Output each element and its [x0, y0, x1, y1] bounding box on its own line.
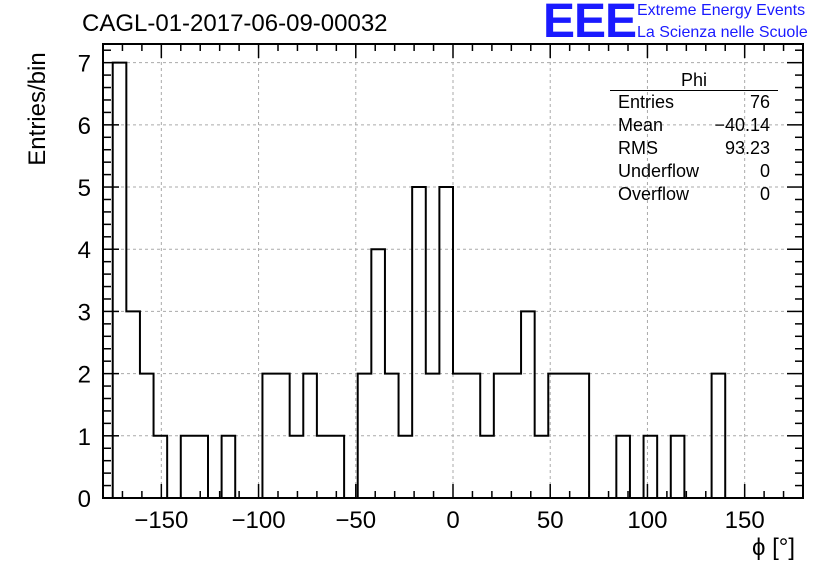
- stats-row-overflow: Overflow 0: [610, 183, 778, 206]
- histogram-bin: [276, 374, 290, 498]
- histogram-bin: [194, 436, 208, 498]
- histogram-bin: [140, 374, 154, 498]
- logo-tagline-1: Extreme Energy Events: [637, 2, 806, 19]
- histogram-bin: [399, 436, 413, 498]
- stats-row-underflow: Underflow 0: [610, 160, 778, 183]
- y-tick-label: 5: [78, 175, 91, 202]
- y-tick-label: 2: [78, 362, 91, 389]
- stats-label: Entries: [618, 92, 675, 112]
- histogram-bin: [113, 63, 127, 498]
- x-tick-label: 150: [725, 507, 765, 534]
- stats-label: Overflow: [618, 184, 690, 204]
- histogram-bin: [439, 187, 453, 498]
- histogram-bin: [494, 374, 508, 498]
- chart-title: CAGL-01-2017-06-09-00032: [82, 10, 388, 37]
- histogram-bin: [290, 436, 304, 498]
- histogram-bin: [303, 374, 317, 498]
- y-tick-label: 1: [78, 424, 91, 451]
- x-tick-label: 100: [627, 507, 667, 534]
- y-tick-label: 3: [78, 299, 91, 326]
- histogram-bin: [507, 374, 521, 498]
- histogram-bin: [480, 436, 494, 498]
- stats-box: Phi Entries 76 Mean −40.14 RMS 93.23 Und…: [610, 70, 778, 206]
- histogram-bin: [126, 311, 140, 498]
- histogram-bin: [535, 436, 549, 498]
- histogram-bin: [317, 436, 331, 498]
- histogram-bin: [426, 374, 440, 498]
- stats-value: −40.14: [714, 115, 770, 135]
- histogram-bin: [521, 311, 535, 498]
- histogram-bin: [262, 374, 276, 498]
- histogram-bin: [181, 436, 195, 498]
- histogram-bin: [358, 374, 372, 498]
- stats-label: Mean: [618, 115, 664, 135]
- x-tick-label: 0: [446, 507, 459, 534]
- stats-value: 93.23: [724, 138, 770, 158]
- histogram-bin: [412, 187, 426, 498]
- histogram-bin: [154, 436, 168, 498]
- histogram-bin: [548, 374, 562, 498]
- y-tick-label: 0: [78, 486, 91, 513]
- histogram-bin: [671, 436, 685, 498]
- histogram-bin: [562, 374, 576, 498]
- histogram-bin: [712, 374, 726, 498]
- histogram-outline: [111, 61, 727, 499]
- stats-value: 0: [759, 184, 770, 204]
- x-tick-label: −150: [134, 507, 188, 534]
- logo-tagline-2: La Scienza nelle Scuole: [637, 24, 808, 41]
- histogram-bin: [644, 436, 658, 498]
- stats-row-entries: Entries 76: [610, 91, 778, 114]
- x-tick-label: 50: [537, 507, 564, 534]
- y-tick-label: 6: [78, 113, 91, 140]
- histogram-bin: [616, 436, 630, 498]
- histogram-bin: [331, 436, 345, 498]
- stats-row-mean: Mean −40.14: [610, 114, 778, 137]
- histogram-bin: [576, 374, 590, 498]
- y-tick-label: 4: [78, 237, 91, 264]
- stats-row-rms: RMS 93.23: [610, 137, 778, 160]
- histogram-bin: [385, 374, 399, 498]
- stats-label: RMS: [618, 138, 658, 158]
- y-axis-label: Entries/bin: [24, 52, 51, 166]
- histogram-bin: [453, 374, 467, 498]
- histogram-bin: [371, 249, 385, 498]
- stats-label: Underflow: [618, 161, 700, 181]
- x-tick-label: −100: [232, 507, 286, 534]
- stats-title: Phi: [610, 70, 778, 91]
- x-axis-label: ϕ [°]: [752, 534, 796, 561]
- stats-value: 0: [759, 161, 770, 181]
- histogram-bin: [467, 374, 481, 498]
- stats-value: 76: [749, 92, 770, 112]
- histogram-bin: [222, 436, 236, 498]
- y-tick-label: 7: [78, 51, 91, 78]
- x-tick-label: −50: [335, 507, 376, 534]
- eee-logo: EEE: [543, 0, 637, 48]
